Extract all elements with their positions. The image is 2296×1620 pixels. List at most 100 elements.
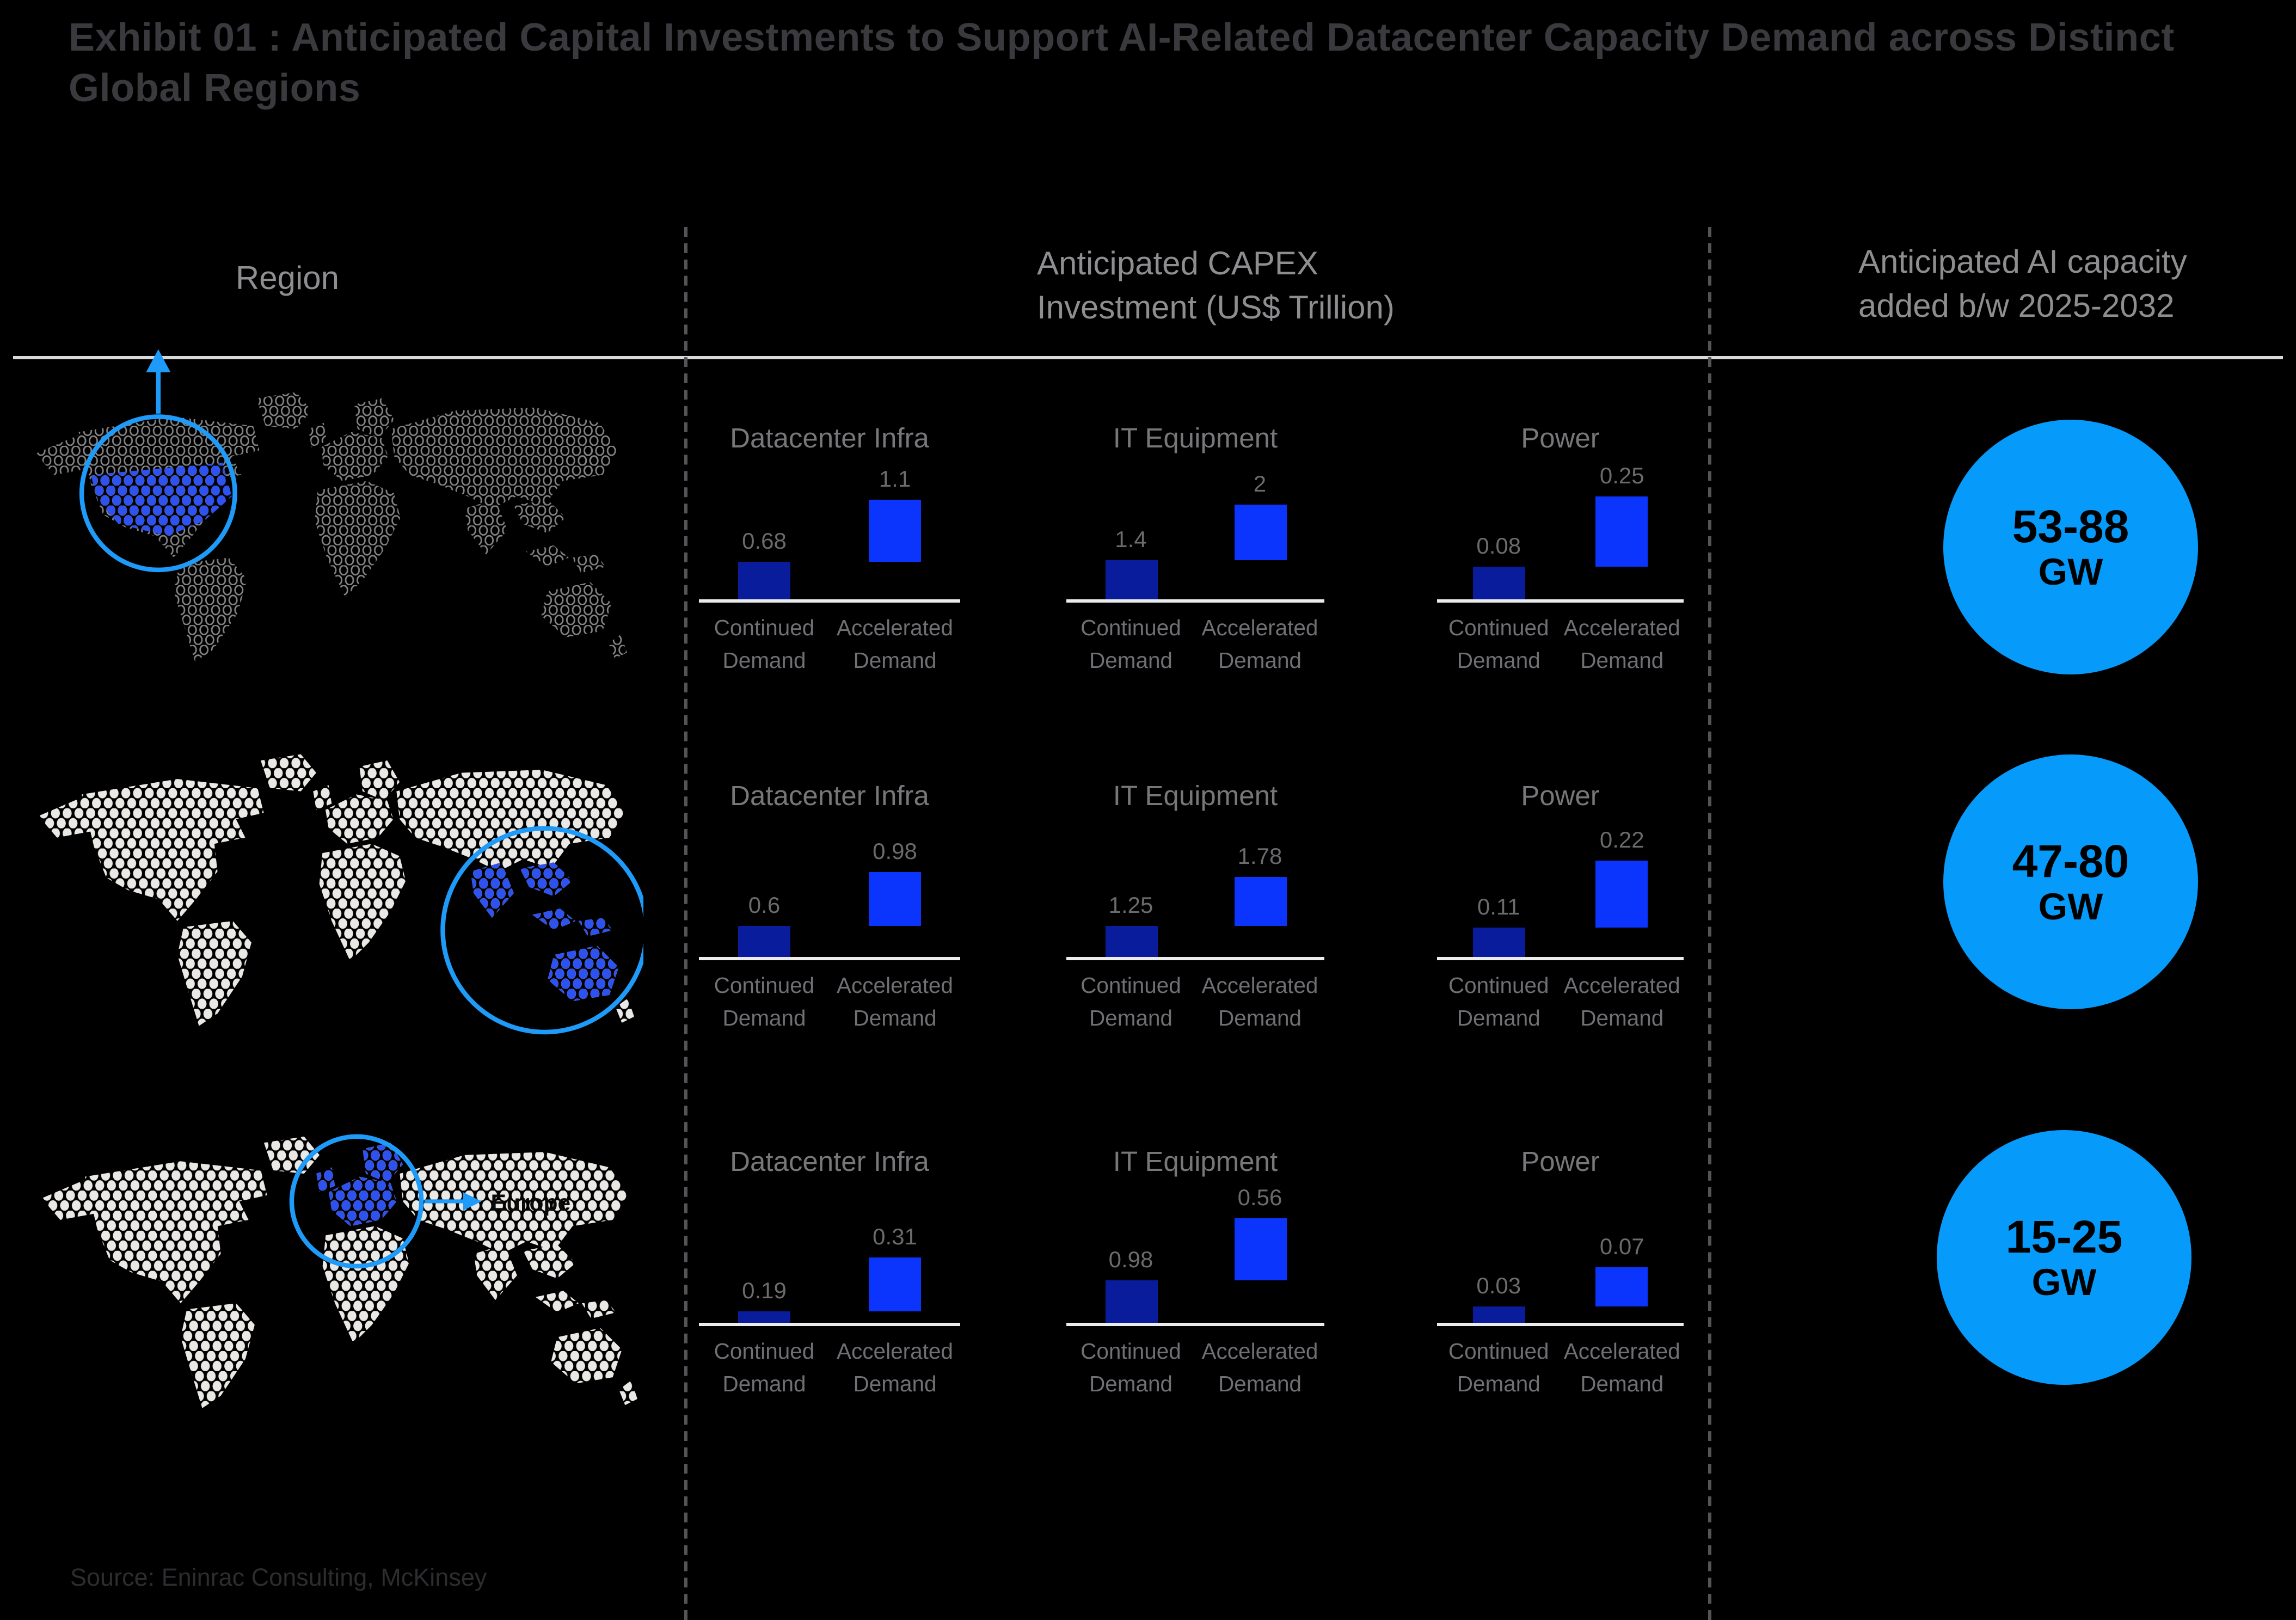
bar-accelerated-demand <box>1595 496 1648 567</box>
x-label-accelerated-demand: Accelerated Demand <box>837 1339 953 1396</box>
chart-plot: 0.68 1.1 <box>699 459 960 599</box>
x-label-accelerated-demand: Accelerated Demand <box>1201 973 1318 1030</box>
world-continents-dotted <box>35 392 627 662</box>
x-label-continued-demand: Continued Demand <box>1081 1339 1181 1396</box>
capacity-range: 47-80 <box>2012 835 2129 886</box>
bar-continued-demand <box>738 562 790 599</box>
bar-continued-demand <box>1472 1306 1525 1323</box>
chart-row1-power: Power 0.08 0.25 Continued Demand Accelera… <box>1437 423 1684 673</box>
chart-plot: 0.6 0.98 <box>699 817 960 957</box>
bar-value-continued: 0.19 <box>742 1277 787 1303</box>
chart-row2-datacenter-infra: Datacenter Infra 0.6 0.98 Continued Deman… <box>699 781 960 1030</box>
chart-title: Power <box>1521 423 1600 454</box>
bar-accelerated-demand <box>1233 877 1286 926</box>
chart-row3-it-equipment: IT Equipment 0.98 0.56 Continued Demand A… <box>1066 1146 1324 1396</box>
bar-accelerated-demand <box>869 1257 921 1311</box>
chart-title: Datacenter Infra <box>730 781 929 812</box>
world-map-asia-pacific <box>38 754 643 1035</box>
x-label-continued-demand: Continued Demand <box>714 1339 815 1396</box>
x-label-continued-demand: Continued Demand <box>1448 973 1549 1030</box>
x-label-accelerated-demand: Accelerated Demand <box>1201 1339 1318 1396</box>
chart-plot: 0.03 0.07 <box>1437 1182 1684 1323</box>
bar-accelerated-demand <box>869 872 921 926</box>
page-title-line1: Exhibit 01 : Anticipated Capital Investm… <box>69 16 2175 60</box>
x-axis-line <box>1437 1323 1684 1326</box>
world-continents-dotted <box>41 1136 637 1408</box>
header-underline <box>13 356 2283 359</box>
x-axis-line <box>1066 599 1324 603</box>
column-divider-left <box>684 227 687 1620</box>
chart-title: Power <box>1521 781 1600 812</box>
bar-continued-demand <box>1104 560 1157 599</box>
column-header-region: Region <box>235 261 340 297</box>
x-label-continued-demand: Continued Demand <box>714 973 815 1030</box>
chart-row1-datacenter-infra: Datacenter Infra 0.68 1.1 Continued Deman… <box>699 423 960 673</box>
x-axis-line <box>699 1323 960 1326</box>
capacity-badge-row1: 53-88 GW <box>1943 420 2198 674</box>
bar-value-continued: 0.98 <box>1108 1246 1153 1272</box>
bar-value-accelerated: 0.25 <box>1599 462 1644 488</box>
x-axis-line <box>1437 957 1684 960</box>
x-label-accelerated-demand: Accelerated Demand <box>1563 973 1680 1030</box>
capacity-unit: GW <box>2038 549 2103 592</box>
bar-accelerated-demand <box>1595 1267 1648 1306</box>
world-map-europe: Europe <box>41 1134 637 1408</box>
x-label-continued-demand: Continued Demand <box>1081 973 1181 1030</box>
x-label-continued-demand: Continued Demand <box>1448 616 1549 673</box>
chart-row2-power: Power 0.11 0.22 Continued Demand Accelera… <box>1437 781 1684 1030</box>
bar-value-accelerated: 0.22 <box>1599 826 1644 852</box>
bar-value-accelerated: 2 <box>1253 470 1267 496</box>
bar-continued-demand <box>1472 567 1525 599</box>
arrow-up-head-icon <box>146 349 171 372</box>
capacity-badge-row2: 47-80 GW <box>1943 754 2198 1009</box>
capacity-badge-row3: 15-25 GW <box>1937 1130 2191 1385</box>
bar-continued-demand <box>1104 926 1157 957</box>
bar-continued-demand <box>738 1311 790 1323</box>
page-title-line2: Global Regions <box>69 67 361 111</box>
x-axis-line <box>1066 1323 1324 1326</box>
arrow-right-head-icon <box>463 1192 482 1211</box>
chart-plot: 1.25 1.78 <box>1066 817 1324 957</box>
x-label-continued-demand: Continued Demand <box>1081 616 1181 673</box>
x-label-continued-demand: Continued Demand <box>714 616 815 673</box>
bar-accelerated-demand <box>1233 1218 1286 1280</box>
north-america-highlight <box>90 462 232 536</box>
bar-accelerated-demand <box>1233 505 1286 560</box>
bar-accelerated-demand <box>869 500 921 562</box>
source-note: Source: Eninrac Consulting, McKinsey <box>70 1564 487 1592</box>
chart-title: IT Equipment <box>1113 423 1278 454</box>
region-label-europe: Europe <box>491 1191 570 1216</box>
capacity-range: 53-88 <box>2012 500 2129 551</box>
bar-value-continued: 0.68 <box>742 527 787 554</box>
bar-value-accelerated: 1.1 <box>879 465 911 492</box>
chart-row1-it-equipment: IT Equipment 1.4 2 Continued Demand Accel… <box>1066 423 1324 673</box>
x-label-accelerated-demand: Accelerated Demand <box>1201 616 1318 673</box>
asia-pacific-highlight <box>470 862 619 1002</box>
chart-row3-power: Power 0.03 0.07 Continued Demand Accelera… <box>1437 1146 1684 1396</box>
x-axis-line <box>1066 957 1324 960</box>
highlight-circle-icon <box>440 826 643 1035</box>
chart-title: Datacenter Infra <box>730 1146 929 1177</box>
chart-title: IT Equipment <box>1113 781 1278 812</box>
chart-row3-datacenter-infra: Datacenter Infra 0.19 0.31 Continued Dema… <box>699 1146 960 1396</box>
capacity-unit: GW <box>2038 884 2103 927</box>
x-label-accelerated-demand: Accelerated Demand <box>1563 1339 1680 1396</box>
x-label-accelerated-demand: Accelerated Demand <box>837 973 953 1030</box>
europe-highlight <box>316 1143 403 1226</box>
bar-value-continued: 0.11 <box>1477 893 1520 919</box>
bar-continued-demand <box>1472 928 1525 957</box>
bar-value-accelerated: 0.98 <box>873 838 917 864</box>
bar-value-continued: 1.25 <box>1108 892 1153 918</box>
chart-row2-it-equipment: IT Equipment 1.25 1.78 Continued Demand A… <box>1066 781 1324 1030</box>
bar-value-continued: 0.03 <box>1476 1272 1521 1298</box>
chart-plot: 0.19 0.31 <box>699 1182 960 1323</box>
x-label-accelerated-demand: Accelerated Demand <box>1563 616 1680 673</box>
column-divider-right <box>1708 227 1711 1620</box>
world-map-north-america <box>35 349 627 662</box>
bar-value-accelerated: 1.78 <box>1237 843 1282 869</box>
chart-title: IT Equipment <box>1113 1146 1278 1177</box>
chart-title: Power <box>1521 1146 1600 1177</box>
capacity-unit: GW <box>2031 1260 2097 1303</box>
bar-value-accelerated: 0.07 <box>1599 1233 1644 1259</box>
